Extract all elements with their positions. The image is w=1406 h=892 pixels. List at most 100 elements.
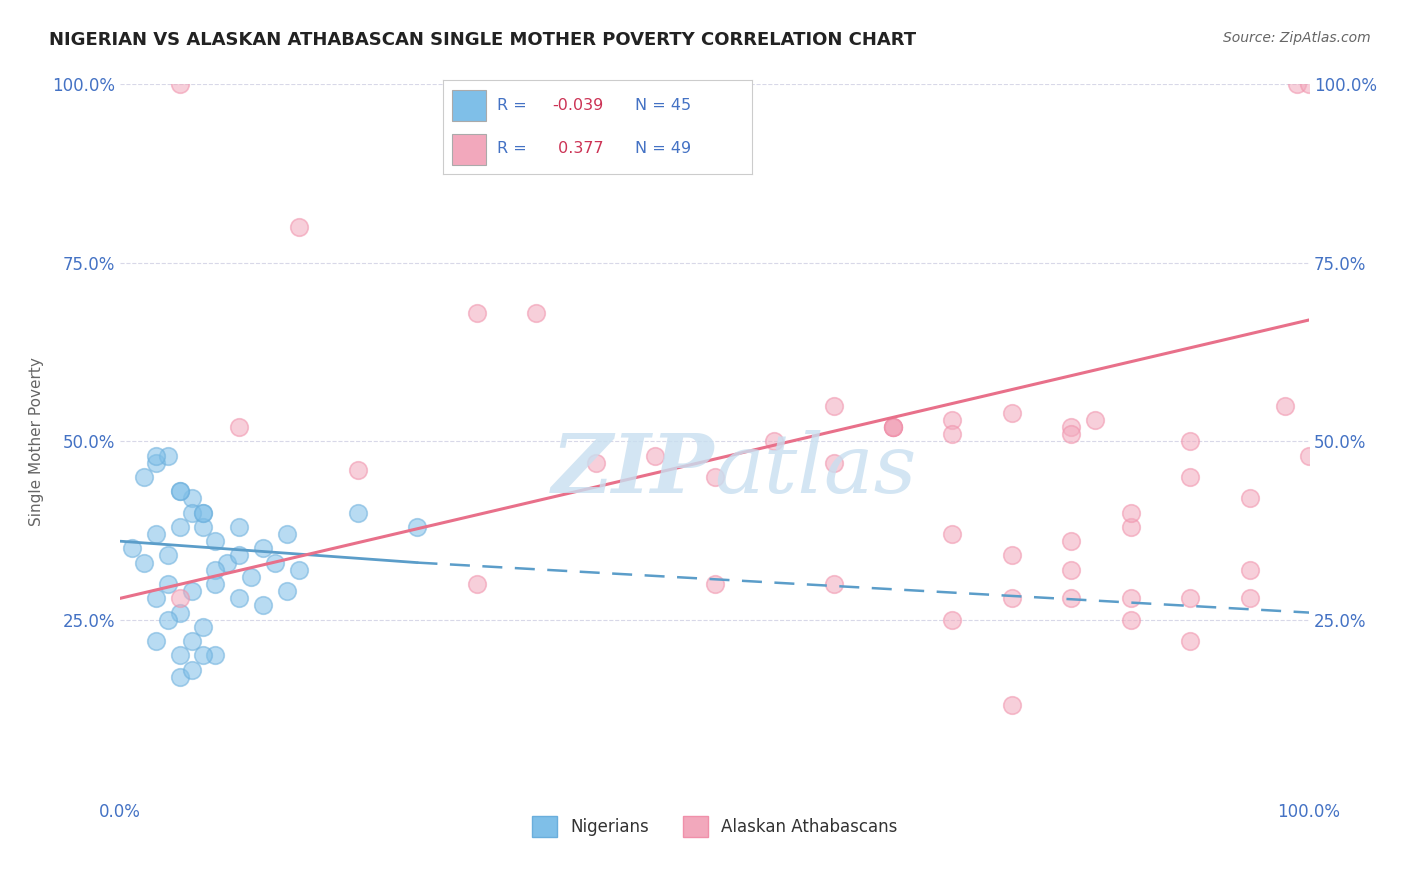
Point <box>1239 591 1261 606</box>
Point <box>941 613 963 627</box>
Point <box>263 556 285 570</box>
Point <box>180 584 202 599</box>
Text: 0.377: 0.377 <box>553 141 603 156</box>
Text: N = 49: N = 49 <box>634 141 690 156</box>
Point <box>193 648 215 663</box>
Point <box>228 520 250 534</box>
Point <box>1001 406 1024 420</box>
Point <box>1001 591 1024 606</box>
Point <box>585 456 607 470</box>
Text: ZIP: ZIP <box>553 430 714 510</box>
Point <box>145 527 167 541</box>
Point <box>169 648 191 663</box>
Point <box>204 577 226 591</box>
Point <box>823 577 845 591</box>
Point <box>1274 399 1296 413</box>
Point <box>1119 591 1142 606</box>
Point <box>406 520 429 534</box>
Point <box>941 527 963 541</box>
Point <box>180 663 202 677</box>
FancyBboxPatch shape <box>453 134 486 164</box>
Point <box>882 420 904 434</box>
Text: -0.039: -0.039 <box>553 97 605 112</box>
Point <box>228 549 250 563</box>
Point <box>252 541 274 556</box>
Point <box>882 420 904 434</box>
Point <box>1001 698 1024 713</box>
Point <box>287 563 309 577</box>
Point <box>465 306 488 320</box>
Point <box>169 591 191 606</box>
Point <box>1060 427 1083 442</box>
Point <box>204 534 226 549</box>
Point <box>347 506 370 520</box>
Point <box>180 506 202 520</box>
Y-axis label: Single Mother Poverty: Single Mother Poverty <box>30 357 44 525</box>
Point <box>287 220 309 235</box>
Text: atlas: atlas <box>714 430 917 510</box>
Point <box>703 577 725 591</box>
Point <box>1119 506 1142 520</box>
Point <box>1180 634 1202 648</box>
Point <box>1060 420 1083 434</box>
Point <box>145 456 167 470</box>
Point <box>823 456 845 470</box>
Point <box>193 506 215 520</box>
Point <box>145 591 167 606</box>
Point <box>228 420 250 434</box>
Point <box>882 420 904 434</box>
Point <box>1001 549 1024 563</box>
Point <box>228 591 250 606</box>
Point <box>180 491 202 506</box>
Text: R =: R = <box>498 97 531 112</box>
Point <box>156 449 179 463</box>
Point <box>1084 413 1107 427</box>
Point <box>1060 534 1083 549</box>
Point <box>465 577 488 591</box>
Point <box>1060 563 1083 577</box>
Point <box>882 420 904 434</box>
Point <box>1298 449 1320 463</box>
Point <box>1239 491 1261 506</box>
Point <box>1119 520 1142 534</box>
Point <box>169 78 191 92</box>
Text: Source: ZipAtlas.com: Source: ZipAtlas.com <box>1223 31 1371 45</box>
Point <box>941 413 963 427</box>
Point <box>1119 613 1142 627</box>
Text: NIGERIAN VS ALASKAN ATHABASCAN SINGLE MOTHER POVERTY CORRELATION CHART: NIGERIAN VS ALASKAN ATHABASCAN SINGLE MO… <box>49 31 917 49</box>
Point <box>204 563 226 577</box>
Point <box>156 577 179 591</box>
Point <box>823 399 845 413</box>
Point <box>347 463 370 477</box>
FancyBboxPatch shape <box>453 89 486 120</box>
Point <box>1060 591 1083 606</box>
Point <box>240 570 263 584</box>
Point <box>132 470 155 484</box>
Point <box>1180 434 1202 449</box>
Point <box>169 606 191 620</box>
Point <box>132 556 155 570</box>
Point <box>169 520 191 534</box>
Point <box>703 470 725 484</box>
Point <box>1298 78 1320 92</box>
Point <box>145 449 167 463</box>
Point <box>180 634 202 648</box>
Point <box>156 613 179 627</box>
Point <box>193 506 215 520</box>
Point <box>252 599 274 613</box>
Text: R =: R = <box>498 141 537 156</box>
Text: N = 45: N = 45 <box>634 97 690 112</box>
Point <box>276 527 298 541</box>
Point <box>145 634 167 648</box>
Point <box>193 620 215 634</box>
Point <box>941 427 963 442</box>
Point <box>763 434 786 449</box>
Point <box>524 306 547 320</box>
Point <box>169 670 191 684</box>
Point <box>1180 470 1202 484</box>
Point <box>276 584 298 599</box>
Point <box>1286 78 1309 92</box>
Point <box>121 541 143 556</box>
Point <box>1239 563 1261 577</box>
Point <box>204 648 226 663</box>
